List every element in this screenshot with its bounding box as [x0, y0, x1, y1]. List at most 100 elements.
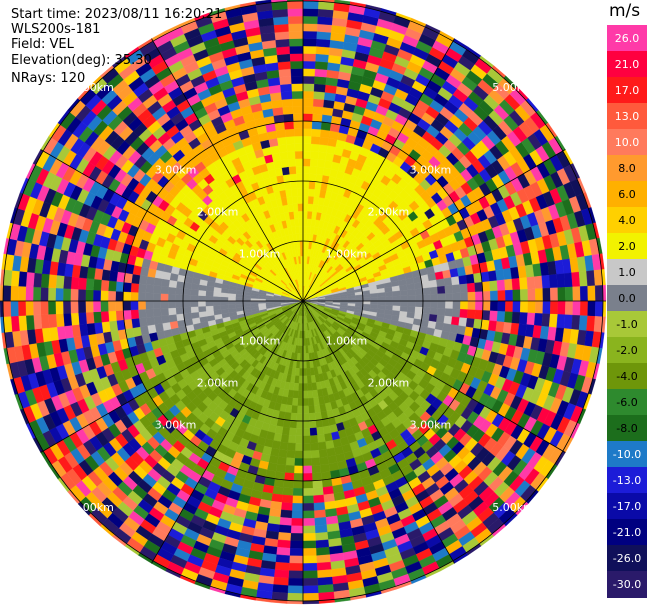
velocity-gate — [586, 270, 596, 287]
velocity-gate — [278, 68, 292, 78]
velocity-gate — [302, 113, 313, 122]
velocity-gate — [534, 313, 543, 327]
velocity-gate — [377, 296, 386, 302]
velocity-gate — [298, 383, 304, 392]
velocity-gate — [78, 277, 87, 290]
velocity-gate — [302, 105, 314, 114]
instrument-text: WLS200s-181 — [11, 22, 101, 37]
velocity-gate — [293, 473, 304, 482]
velocity-gate — [578, 315, 588, 331]
velocity-gate — [550, 287, 559, 302]
velocity-gate — [276, 546, 291, 556]
velocity-gate — [115, 300, 124, 311]
velocity-gate — [578, 271, 588, 287]
range-ring-label: 1.00km — [239, 334, 281, 347]
velocity-gate — [302, 68, 316, 77]
velocity-gate — [505, 300, 514, 313]
velocity-gate — [311, 457, 321, 466]
velocity-gate — [33, 314, 43, 330]
velocity-gate — [466, 309, 476, 320]
velocity-gate — [282, 487, 294, 496]
velocity-gate — [512, 300, 521, 313]
velocity-gate — [275, 554, 290, 564]
velocity-gate — [308, 188, 315, 197]
velocity-gate — [548, 313, 558, 328]
velocity-gate — [316, 434, 326, 443]
velocity-gate — [131, 318, 141, 329]
velocity-gate — [296, 188, 304, 197]
velocity-gate — [369, 293, 379, 298]
velocity-gate — [309, 420, 317, 429]
velocity-gate — [414, 306, 423, 314]
velocity-gate — [289, 548, 304, 557]
velocity-gate — [428, 279, 438, 288]
velocity-gate — [167, 300, 176, 309]
velocity-gate — [317, 16, 333, 26]
velocity-gate — [429, 286, 438, 295]
velocity-gate — [445, 292, 454, 302]
velocity-gate — [314, 411, 322, 421]
velocity-gate — [32, 300, 42, 316]
colorbar: 26.0 21.0 17.0 13.0 10.0 8.0 6.0 4.0 2.0 1.0 0.0 -1… — [607, 25, 647, 598]
velocity-gate — [459, 283, 468, 293]
velocity-gate — [557, 287, 566, 302]
velocity-gate — [285, 188, 293, 198]
velocity-gate — [436, 314, 445, 324]
velocity-gate — [362, 297, 371, 302]
velocity-gate — [302, 75, 315, 84]
velocity-gate — [297, 390, 304, 399]
velocity-gate — [291, 195, 299, 205]
velocity-gate — [362, 300, 371, 305]
velocity-gate — [272, 106, 284, 116]
velocity-gate — [384, 291, 394, 297]
velocity-gate — [298, 368, 304, 377]
velocity-gate — [443, 315, 453, 325]
velocity-gate — [305, 353, 310, 362]
velocity-gate — [467, 300, 476, 311]
velocity-gate — [70, 300, 79, 314]
velocity-gate — [277, 456, 287, 466]
velocity-gate — [302, 8, 319, 17]
velocity-gate — [283, 479, 294, 489]
velocity-gate — [318, 449, 328, 458]
velocity-gate — [293, 480, 304, 489]
range-ring-label: 1.00km — [326, 248, 368, 261]
velocity-gate — [413, 282, 423, 290]
velocity-gate — [55, 287, 64, 302]
velocity-gate — [548, 274, 558, 289]
velocity-gate — [280, 502, 293, 511]
colorbar-label: -6.0 — [616, 396, 638, 409]
velocity-gate — [452, 284, 461, 294]
velocity-gate — [183, 306, 192, 314]
velocity-gate — [294, 218, 300, 227]
velocity-gate — [319, 456, 329, 466]
velocity-gate — [287, 0, 304, 10]
velocity-gate — [277, 136, 287, 146]
velocity-gate — [444, 285, 453, 294]
velocity-gate — [287, 442, 296, 451]
velocity-gate — [443, 277, 453, 287]
velocity-gate — [205, 300, 214, 307]
velocity-gate — [302, 510, 315, 519]
velocity-gate — [108, 310, 117, 322]
velocity-gate — [289, 45, 304, 54]
velocity-gate — [273, 16, 289, 26]
velocity-gate — [297, 398, 304, 407]
velocity-gate — [293, 113, 304, 122]
velocity-gate — [160, 307, 169, 317]
velocity-gate — [422, 287, 431, 295]
velocity-gate — [298, 210, 304, 219]
velocity-gate — [444, 308, 453, 317]
velocity-gate — [302, 473, 313, 482]
velocity-gate — [482, 300, 491, 311]
velocity-gate — [168, 286, 177, 295]
velocity-gate — [302, 135, 312, 144]
velocity-gate — [313, 509, 326, 519]
velocity-gate — [308, 412, 316, 421]
velocity-gate — [322, 425, 332, 435]
velocity-gate — [25, 314, 35, 331]
velocity-gate — [32, 286, 42, 302]
velocity-gate — [370, 300, 379, 306]
velocity-gate — [315, 532, 329, 541]
velocity-gate — [474, 282, 483, 293]
